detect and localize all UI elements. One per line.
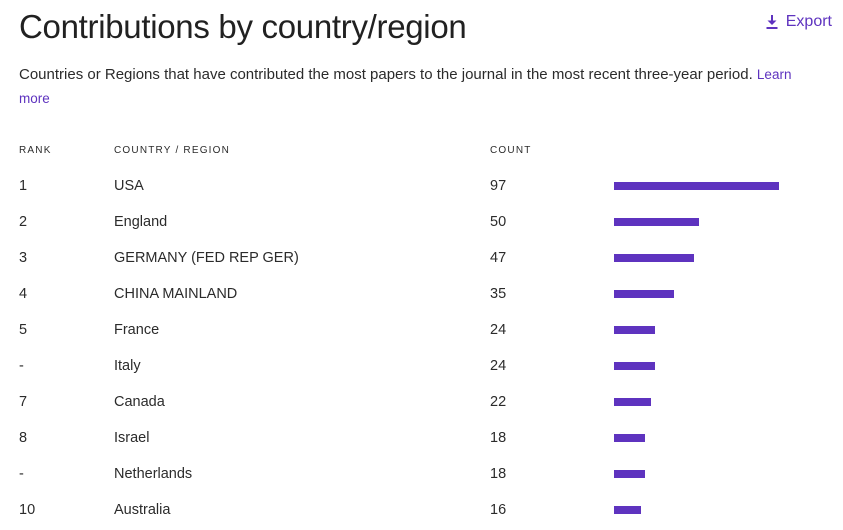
count-bar <box>614 362 655 370</box>
count-cell: 50 <box>490 214 507 230</box>
table-row: 1 USA 97 <box>0 168 843 204</box>
count-cell: 22 <box>490 394 507 410</box>
table-row: 7 Canada 22 <box>0 384 843 420</box>
rank-cell: 8 <box>19 430 28 446</box>
country-cell: France <box>114 322 160 338</box>
count-cell: 24 <box>490 322 507 338</box>
count-cell: 16 <box>490 502 507 518</box>
count-bar <box>614 182 779 190</box>
description: Countries or Regions that have contribut… <box>19 63 825 111</box>
country-cell: USA <box>114 178 144 194</box>
country-cell: Israel <box>114 430 150 446</box>
count-cell: 18 <box>490 430 507 446</box>
column-header-country: COUNTRY / REGION <box>114 145 231 156</box>
count-cell: 97 <box>490 178 507 194</box>
country-cell: CHINA MAINLAND <box>114 286 238 302</box>
table-row: - Netherlands 18 <box>0 456 843 492</box>
country-cell: England <box>114 214 168 230</box>
download-icon <box>766 15 778 29</box>
country-cell: Australia <box>114 502 171 518</box>
count-bar <box>614 254 694 262</box>
country-cell: GERMANY (FED REP GER) <box>114 250 299 266</box>
table-row: 3 GERMANY (FED REP GER) 47 <box>0 240 843 276</box>
count-bar <box>614 290 674 298</box>
country-cell: Netherlands <box>114 466 193 482</box>
count-bar <box>614 506 641 514</box>
rank-cell: 7 <box>19 394 28 410</box>
column-header-rank: RANK <box>19 145 52 156</box>
rank-cell: - <box>19 466 24 482</box>
table-row: 4 CHINA MAINLAND 35 <box>0 276 843 312</box>
count-bar <box>614 434 645 442</box>
count-cell: 18 <box>490 466 507 482</box>
column-header-count: COUNT <box>490 145 532 156</box>
rank-cell: 4 <box>19 286 28 302</box>
count-bar <box>614 398 651 406</box>
table-row: - Italy 24 <box>0 348 843 384</box>
count-bar <box>614 470 645 478</box>
description-text: Countries or Regions that have contribut… <box>19 66 753 83</box>
country-cell: Canada <box>114 394 165 410</box>
rank-cell: 5 <box>19 322 28 338</box>
count-cell: 35 <box>490 286 507 302</box>
table-row: 10 Australia 16 <box>0 492 843 528</box>
count-bar <box>614 326 655 334</box>
count-cell: 24 <box>490 358 507 374</box>
rank-cell: 10 <box>19 502 36 518</box>
export-button[interactable]: Export <box>766 13 832 31</box>
rank-cell: 3 <box>19 250 28 266</box>
export-label: Export <box>785 13 832 30</box>
rank-cell: - <box>19 358 24 374</box>
table-row: 2 England 50 <box>0 204 843 240</box>
page-title: Contributions by country/region <box>19 8 467 45</box>
count-cell: 47 <box>490 250 507 266</box>
learn-more-link[interactable]: Learn more <box>19 67 792 106</box>
rank-cell: 2 <box>19 214 28 230</box>
country-cell: Italy <box>114 358 141 374</box>
table-row: 8 Israel 18 <box>0 420 843 456</box>
rank-cell: 1 <box>19 178 28 194</box>
count-bar <box>614 218 699 226</box>
table-row: 5 France 24 <box>0 312 843 348</box>
